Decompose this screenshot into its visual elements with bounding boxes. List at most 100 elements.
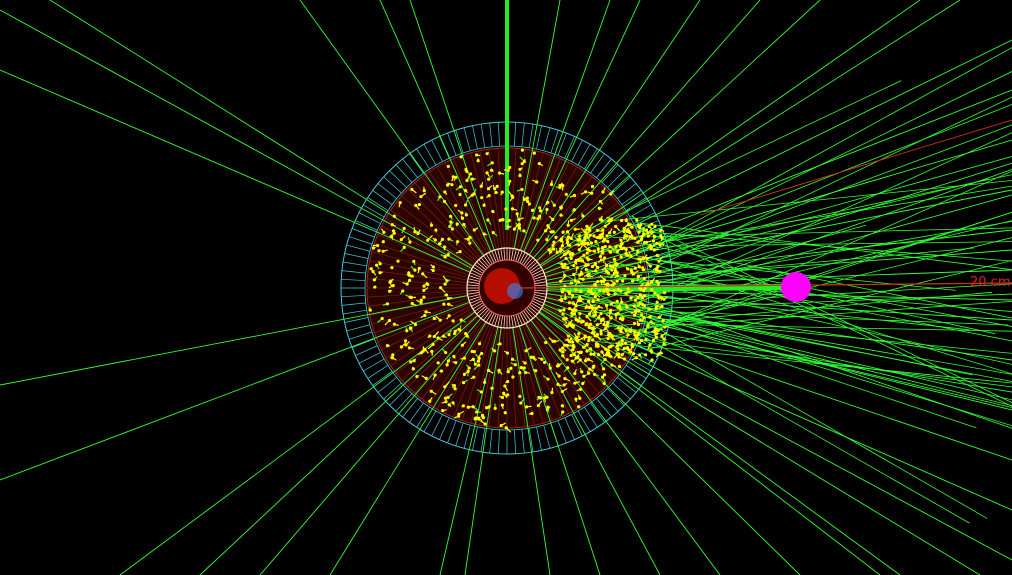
hit — [574, 288, 578, 292]
calorimeter-ring-segment — [557, 420, 567, 444]
hit — [517, 223, 521, 227]
calorimeter-cell-divider — [546, 292, 646, 307]
hit — [424, 376, 428, 380]
calorimeter-ring-segment — [447, 132, 457, 156]
inner-detector-segment — [503, 248, 506, 261]
hit — [517, 226, 522, 230]
hit — [506, 370, 510, 374]
calorimeter-ring-segment — [341, 278, 366, 281]
hit — [614, 245, 618, 249]
hit — [594, 342, 599, 346]
track — [464, 287, 508, 575]
hit — [381, 240, 385, 244]
hit — [464, 167, 468, 172]
beam-axis — [519, 282, 1012, 289]
hit — [518, 394, 522, 398]
hit — [546, 377, 550, 381]
hit — [465, 334, 469, 338]
hit — [403, 339, 408, 343]
hit — [648, 315, 652, 319]
hit — [530, 411, 534, 416]
track — [563, 236, 1012, 375]
hit — [617, 304, 622, 308]
hit — [464, 332, 468, 336]
hit — [623, 227, 627, 231]
hit — [531, 355, 535, 359]
hit — [619, 255, 623, 259]
hit — [579, 289, 583, 293]
hit — [583, 334, 587, 338]
hit — [603, 245, 607, 249]
hit — [613, 262, 617, 267]
hit — [555, 250, 559, 254]
inner-detector-segment — [532, 298, 545, 304]
hit — [532, 151, 536, 155]
hit — [468, 172, 473, 176]
hit — [591, 326, 595, 330]
hit — [391, 229, 396, 233]
hit — [649, 320, 653, 324]
calorimeter-cell-divider — [546, 269, 646, 284]
hit — [551, 243, 555, 247]
hit — [374, 263, 379, 267]
vertex-marker[interactable] — [781, 272, 811, 302]
hit — [438, 318, 442, 322]
inner-detector-segment — [513, 315, 517, 327]
hit — [590, 264, 595, 269]
hit — [522, 229, 526, 233]
hit — [597, 315, 601, 319]
calorimeter-cell-divider — [526, 322, 578, 410]
hit — [630, 236, 635, 240]
hit — [629, 329, 633, 333]
hit — [593, 372, 597, 377]
calorimeter-cell-divider — [522, 324, 561, 418]
hit — [568, 243, 572, 248]
hit — [633, 298, 638, 302]
hit — [437, 242, 442, 246]
hit — [473, 362, 477, 366]
inner-detector-segment — [534, 281, 547, 284]
hit — [621, 316, 625, 321]
hit — [659, 228, 663, 232]
hit — [594, 239, 598, 244]
hit — [585, 224, 589, 228]
hit — [452, 384, 457, 388]
hit — [629, 350, 633, 354]
hit — [656, 293, 660, 298]
track — [611, 211, 1012, 341]
hit — [461, 404, 465, 408]
hit — [559, 213, 563, 217]
hit — [500, 403, 504, 407]
hit — [482, 203, 486, 207]
hit — [653, 224, 657, 229]
hit — [563, 274, 567, 278]
hit — [518, 173, 522, 178]
hit — [633, 266, 638, 270]
calorimeter-ring-segment — [480, 123, 486, 148]
hit — [444, 400, 448, 404]
calorimeter-ring-segment — [402, 158, 418, 178]
calorimeter-ring-segment — [543, 425, 551, 449]
hit — [422, 284, 426, 288]
hit — [476, 159, 480, 163]
hit — [460, 216, 465, 220]
calorimeter-ring-segment — [342, 309, 367, 315]
hit — [604, 326, 608, 330]
hit — [595, 323, 599, 327]
hit — [612, 257, 616, 261]
calorimeter-cell-divider — [367, 278, 468, 286]
hit — [587, 335, 591, 340]
track — [641, 222, 1012, 404]
hit — [633, 333, 637, 337]
track — [640, 155, 1012, 261]
hit — [618, 317, 623, 321]
hit — [583, 242, 587, 246]
hit — [648, 244, 652, 248]
hit — [455, 240, 460, 244]
calorimeter-cell-divider — [531, 176, 593, 257]
inner-detector-segment — [476, 261, 486, 271]
hit — [373, 285, 377, 289]
hit — [464, 213, 469, 217]
hit — [504, 426, 508, 430]
